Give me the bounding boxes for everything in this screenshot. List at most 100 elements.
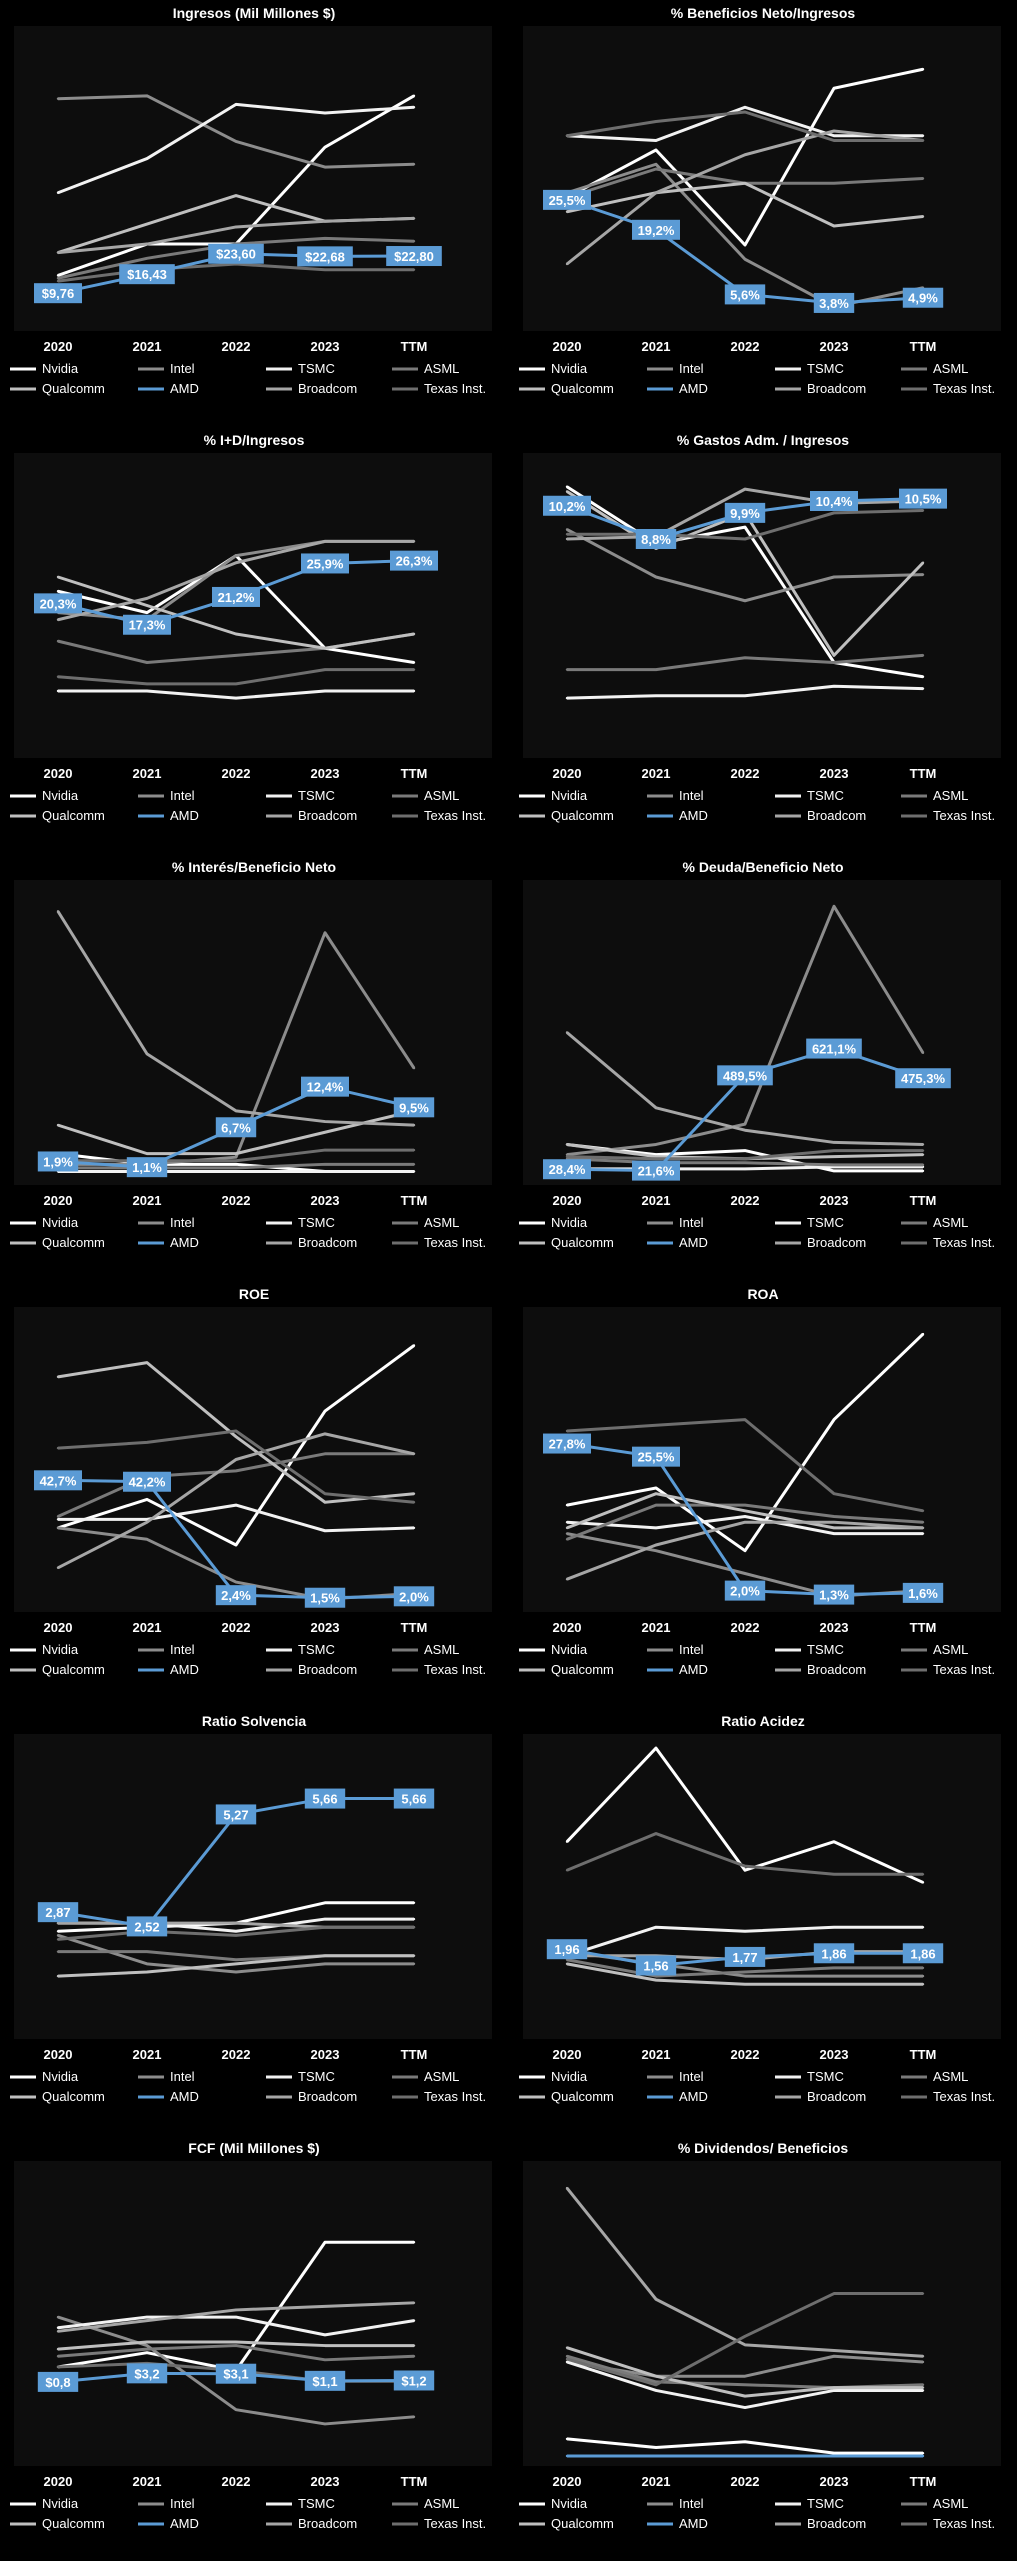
- data-point: [565, 2357, 569, 2361]
- data-label: 12,4%: [301, 1076, 349, 1097]
- plot-area: [14, 1307, 492, 1612]
- data-point: [743, 1161, 747, 1164]
- data-label-box: [806, 1038, 862, 1059]
- data-label-box: [301, 553, 349, 574]
- data-point: [565, 1962, 569, 1966]
- data-point: [412, 268, 416, 271]
- data-point: [921, 215, 925, 218]
- x-tick-label: 2022: [222, 1193, 251, 1208]
- chart-12: % Dividendos/ Beneficios 2020 2021 2022 2023…: [509, 2135, 1017, 2561]
- legend-label: Broadcom: [298, 1662, 357, 1677]
- data-point: [234, 194, 238, 197]
- data-point: [56, 639, 60, 643]
- data-point: [323, 2241, 327, 2244]
- data-point: [323, 1120, 327, 1123]
- data-point: [832, 685, 836, 688]
- legend-label: Qualcomm: [42, 808, 105, 823]
- x-tick-label: 2022: [731, 2047, 760, 2062]
- chart-title: % Beneficios Neto/Ingresos: [671, 5, 856, 21]
- data-label-box: [546, 1939, 588, 1960]
- data-label-text: 10,2%: [549, 499, 586, 514]
- data-label: 5,6%: [724, 284, 766, 305]
- data-label-text: 1,56: [643, 1958, 668, 1973]
- data-point: [832, 139, 836, 142]
- legend-item: Nvidia: [10, 361, 79, 376]
- data-point: [565, 1155, 569, 1158]
- data-point: [56, 1518, 60, 1521]
- data-point: [323, 1432, 327, 1436]
- data-point: [832, 575, 836, 579]
- legend-item: Broadcom: [775, 808, 866, 823]
- legend-label: ASML: [933, 788, 968, 803]
- data-point: [145, 2347, 149, 2351]
- legend-item: AMD: [647, 1235, 708, 1250]
- legend-label: ASML: [933, 1215, 968, 1230]
- legend-label: TSMC: [807, 1215, 844, 1230]
- legend-label: Broadcom: [298, 1235, 357, 1250]
- data-point: [921, 654, 925, 657]
- data-point: [743, 2440, 747, 2443]
- data-point: [921, 509, 925, 512]
- data-point: [565, 2454, 569, 2458]
- data-point: [921, 68, 925, 71]
- data-point: [921, 1873, 925, 1876]
- data-point: [921, 1509, 925, 1512]
- data-label: 28,4%: [543, 1159, 591, 1180]
- chart-title: Ratio Acidez: [721, 1713, 805, 1729]
- data-point: [234, 2344, 238, 2347]
- data-label-text: $9,76: [42, 286, 75, 301]
- data-point: [145, 604, 149, 607]
- data-point: [145, 1361, 149, 1364]
- data-point: [234, 1503, 238, 1507]
- data-point: [56, 1515, 60, 1518]
- data-point: [234, 1166, 238, 1170]
- data-point: [145, 611, 149, 614]
- data-point: [234, 2308, 238, 2312]
- legend-label: Qualcomm: [551, 2089, 614, 2104]
- data-point: [832, 2349, 836, 2352]
- legend-item: Qualcomm: [519, 808, 614, 823]
- data-point: [743, 1983, 747, 1986]
- data-label: 489,5%: [717, 1065, 773, 1086]
- data-point: [323, 268, 327, 271]
- data-point: [56, 97, 60, 100]
- legend-item: ASML: [392, 1642, 459, 1657]
- legend-label: ASML: [424, 1642, 459, 1657]
- data-label-box: [724, 502, 766, 523]
- data-point: [412, 2301, 416, 2305]
- data-label-box: [393, 1788, 435, 1809]
- data-point: [832, 224, 836, 228]
- data-label-box: [386, 246, 442, 267]
- legend-label: Texas Inst.: [933, 2516, 995, 2531]
- legend-label: ASML: [424, 2069, 459, 2084]
- data-label-box: [215, 2363, 257, 2384]
- legend-label: Qualcomm: [551, 808, 614, 823]
- data-point: [654, 668, 658, 671]
- x-tick-label: TTM: [401, 1193, 428, 1208]
- data-label: 2,0%: [724, 1580, 766, 1601]
- data-point: [56, 1950, 60, 1953]
- legend-item: Texas Inst.: [392, 381, 486, 396]
- legend-label: Intel: [679, 2069, 704, 2084]
- data-label-text: $3,2: [134, 2366, 159, 2381]
- data-point: [832, 2292, 836, 2295]
- plot-area: [14, 880, 492, 1185]
- legend-label: Qualcomm: [551, 2516, 614, 2531]
- data-point: [234, 632, 238, 636]
- x-tick-label: 2023: [311, 2047, 340, 2062]
- chart-title: % I+D/Ingresos: [204, 432, 305, 448]
- data-point: [743, 1869, 747, 1872]
- legend-item: ASML: [392, 361, 459, 376]
- data-point: [323, 2333, 327, 2337]
- data-label-text: 1,9%: [43, 1154, 73, 1169]
- data-point: [323, 1492, 327, 1495]
- chart-title: ROA: [747, 1286, 778, 1302]
- legend-item: ASML: [901, 2069, 968, 2084]
- data-point: [412, 1962, 416, 1966]
- data-point: [743, 487, 747, 491]
- data-point: [743, 599, 747, 602]
- legend-item: TSMC: [775, 2069, 844, 2084]
- legend-item: Qualcomm: [519, 2516, 614, 2531]
- data-point: [832, 129, 836, 133]
- legend-label: Nvidia: [42, 2069, 79, 2084]
